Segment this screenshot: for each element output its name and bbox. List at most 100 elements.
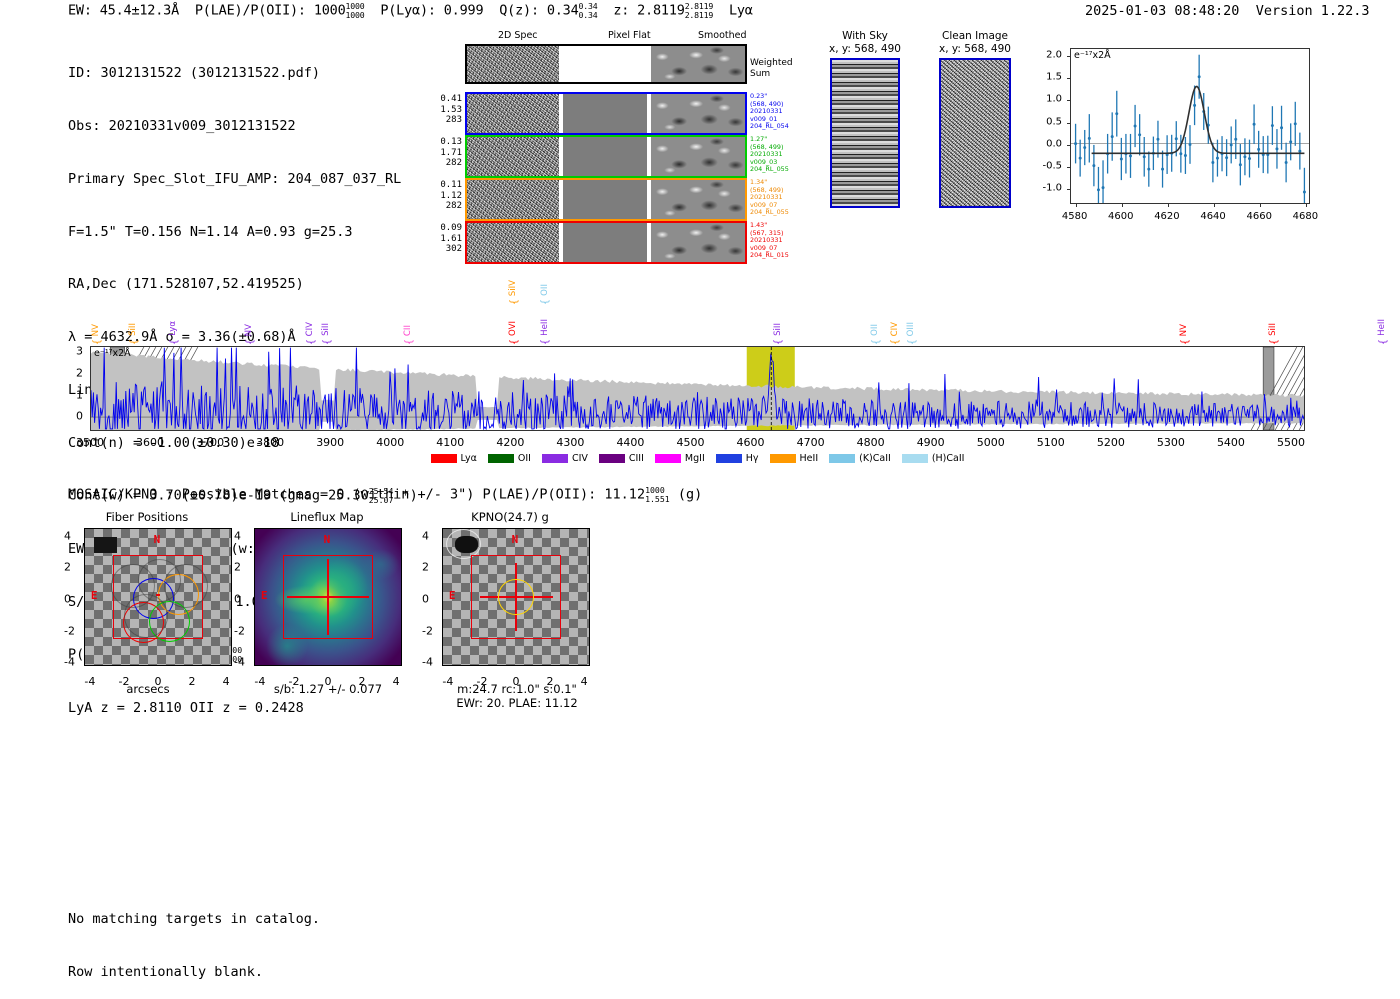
emission-line-label: SiIV: [508, 279, 519, 296]
panel-fiber-positions[interactable]: Fiber Positions N E arcsecs -4 -4 -2 -2 0 0 2 2…: [62, 510, 232, 696]
row3-left-values: 0.11 1.12 282: [440, 180, 462, 211]
row3-gap-b: [647, 180, 651, 219]
emission-line-brace: }: [1377, 338, 1389, 346]
spectrum-xtick: 3500: [76, 436, 104, 449]
compass-east-lineflux: E: [260, 588, 268, 602]
spec2d-row-1[interactable]: 0.41 1.53 283 0.23" (568, 490) 20210331 …: [440, 92, 789, 135]
line-profile-ytick-mark: [1067, 100, 1071, 102]
panel-ytick: -4: [234, 655, 245, 669]
row4-left-values: 0.09 1.61 302: [440, 223, 462, 254]
col-header-pixelflat: Pixel Flat: [608, 30, 651, 41]
kpno-image[interactable]: N E: [442, 528, 590, 666]
spectrum-units: e⁻¹⁷x2Å: [94, 348, 131, 359]
emission-line-label: HeII: [1377, 319, 1388, 336]
line-profile-xtick-mark: [1306, 203, 1308, 207]
emission-line-label: NV: [91, 323, 101, 336]
row2-pixelflat-image: [563, 137, 647, 176]
panel-lineflux-map[interactable]: Lineflux Map N E s/b: 1.27 +/- 0.077 -4-…: [234, 510, 412, 696]
spectrum-xtick: 5300: [1156, 436, 1185, 449]
legend-item: CIV: [541, 453, 588, 464]
row1-right-values: 0.23" (568, 490) 20210331 v009_01 204_RL…: [750, 92, 789, 131]
spectrum-xtick: 4600: [736, 436, 765, 449]
kpno-caption-1: m:24.7 rc:1.0" s:0.1": [457, 682, 577, 696]
summary-gap-b: [647, 46, 651, 82]
spec2d-summary-frame: [465, 44, 747, 84]
spectrum-ytick: 1: [76, 388, 83, 401]
line-profile-xtick-mark: [1121, 203, 1123, 207]
plae-value: 1000: [313, 2, 346, 19]
kpno-aperture-circle[interactable]: [498, 579, 534, 615]
row4-pixelflat-image: [563, 223, 647, 262]
spec2d-row-3[interactable]: 0.11 1.12 282 1.34" (568, 499) 20210331 …: [440, 178, 789, 221]
legend-item: OII: [487, 453, 531, 464]
row3-gap-a: [559, 180, 563, 219]
legend-label: (H)CaII: [931, 453, 965, 464]
cutout-clean-image[interactable]: Clean Image x, y: 568, 490: [925, 30, 1025, 208]
legend-swatch: [829, 454, 856, 463]
line-profile-xtick: 4640: [1200, 211, 1226, 222]
spectrum-xtick: 5500: [1276, 436, 1305, 449]
info-params: F=1.5" T=0.156 N=1.14 A=0.93 g=25.3: [68, 223, 353, 240]
cutout-with-sky-title: With Sky: [842, 30, 888, 42]
legend-item: CIII: [598, 453, 644, 464]
qz-label: Q(z):: [499, 2, 539, 19]
panel-xtick: -2: [118, 675, 130, 688]
emission-line-brace: }: [128, 338, 140, 346]
spec2d-row-2[interactable]: 0.13 1.71 282 1.27" (568, 499) 20210331 …: [440, 135, 789, 178]
emission-line-marker: SiIV}: [508, 278, 520, 306]
emission-line-marker: NV}: [1179, 278, 1190, 346]
full-spectrum-axes[interactable]: e⁻¹⁷x2Å: [90, 346, 1305, 431]
cutout-with-sky-coords: x, y: 568, 490: [829, 42, 901, 55]
spec2d-row-4[interactable]: 0.09 1.61 302 1.43" (567, 315) 20210331 …: [440, 221, 789, 264]
spec2d-row-2-frame: [465, 135, 747, 178]
emission-line-label: OII: [539, 284, 550, 296]
cutout-with-sky[interactable]: With Sky x, y: 568, 490: [820, 30, 910, 208]
row1-smoothed-image: [651, 94, 745, 133]
line-profile-svg: [1071, 54, 1309, 217]
gmag-range: 25.54 25.07: [368, 486, 394, 506]
sky-bands-texture: [832, 60, 898, 206]
line-profile-ytick: 0.5: [1046, 116, 1062, 128]
legend-swatch: [901, 454, 928, 463]
line-profile-xtick: 4580: [1061, 211, 1088, 222]
spectrum-ytick: 0: [76, 409, 83, 423]
lineflux-map-image[interactable]: N E: [254, 528, 402, 666]
info-obs: Obs: 20210331v009_3012131522: [68, 117, 296, 134]
plya-value: 0.999: [443, 2, 484, 19]
spectrum-xtick: 4200: [496, 436, 525, 449]
legend-swatch: [598, 454, 625, 463]
cutout-clean-title: Clean Image: [941, 30, 1009, 42]
kpno-title: KPNO(24.7) g: [471, 510, 549, 524]
emission-line-label: SiII: [772, 323, 783, 336]
line-profile-xtick: 4600: [1108, 211, 1134, 222]
spec2d-row-summary: Weighted Sum: [465, 44, 793, 84]
emission-line-marker: NV}: [244, 278, 255, 346]
kpno-source-ellipse: [445, 529, 481, 559]
compass-north-lineflux: N: [323, 533, 331, 547]
row1-pixelflat-image: [563, 94, 647, 133]
row2-gap-b: [647, 137, 651, 176]
spectrum-xtick: 4700: [796, 436, 825, 449]
spectrum-xtick: 5000: [976, 436, 1005, 449]
legend-label: (K)CaII: [859, 453, 891, 464]
emission-line-marker: HeII}: [1377, 278, 1389, 346]
fiber-positions-image[interactable]: N E: [84, 528, 232, 666]
mosaic-header-band: (g): [677, 486, 703, 503]
spectrum-xtick: 4400: [616, 436, 645, 449]
panel-ytick: 2: [234, 560, 241, 574]
line-profile-ytick: -0.5: [1042, 160, 1062, 172]
panel-xtick: 2: [546, 675, 554, 688]
compass-north-kpno: N: [511, 533, 519, 547]
version-label: Version 1.22.3: [1255, 3, 1370, 19]
emission-line-brace: }: [870, 338, 882, 346]
spectrum-xtick: 3900: [316, 436, 345, 449]
z-species: Lyα: [728, 2, 753, 19]
kpno-caption-2: EWr: 20. PLAE: 11.12: [456, 696, 578, 710]
compass-east-fiber: E: [90, 588, 98, 602]
spectrum-ytick: 2: [76, 366, 83, 380]
emission-line-marker: CIV}: [305, 278, 316, 346]
info-cont-w-post: *): [401, 488, 418, 505]
panel-kpno[interactable]: KPNO(24.7) g N E m:24.7 rc:1.0" s:0.1" E…: [422, 510, 602, 710]
emission-line-brace: }: [508, 298, 520, 306]
footer-note: No matching targets in catalog. Row inte…: [68, 876, 320, 999]
